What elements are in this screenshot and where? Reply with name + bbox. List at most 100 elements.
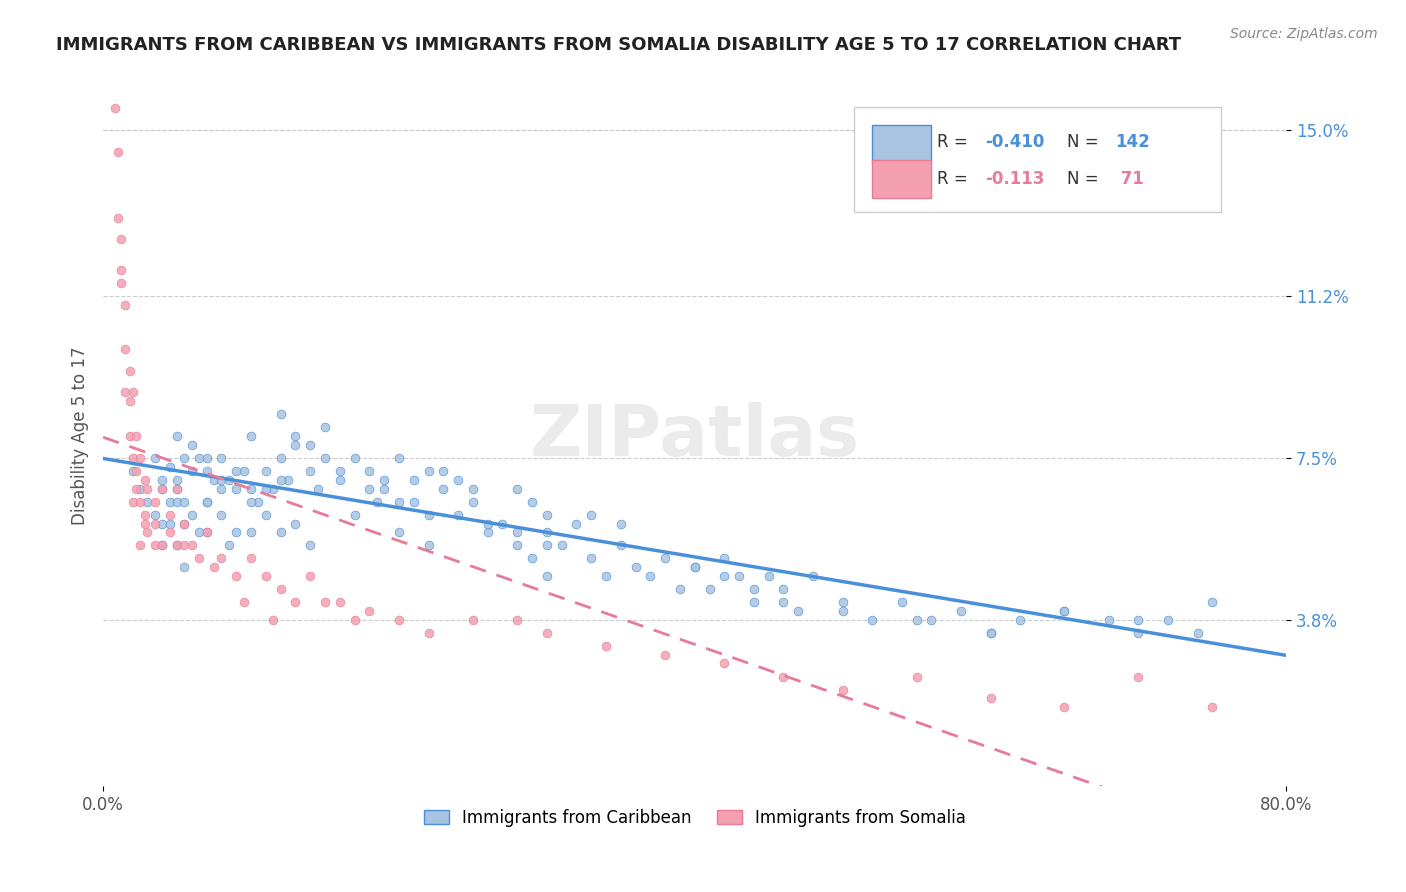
Point bbox=[477, 516, 499, 531]
Point bbox=[366, 494, 388, 508]
Point bbox=[432, 482, 454, 496]
Point bbox=[166, 494, 188, 508]
Point bbox=[418, 464, 440, 478]
Point bbox=[1201, 700, 1223, 714]
Point bbox=[218, 473, 240, 487]
Text: -0.410: -0.410 bbox=[984, 133, 1045, 152]
Point bbox=[188, 450, 211, 465]
Point bbox=[1128, 669, 1150, 683]
Point bbox=[188, 551, 211, 566]
Point bbox=[129, 450, 152, 465]
Point bbox=[143, 494, 166, 508]
Point bbox=[713, 657, 735, 671]
Point bbox=[240, 525, 263, 540]
Point bbox=[418, 538, 440, 552]
FancyBboxPatch shape bbox=[872, 160, 931, 198]
Point bbox=[136, 494, 159, 508]
Point bbox=[143, 538, 166, 552]
Point bbox=[624, 560, 647, 574]
Point bbox=[118, 363, 141, 377]
Text: R =: R = bbox=[938, 169, 973, 187]
Point bbox=[329, 595, 352, 609]
Point bbox=[579, 508, 602, 522]
Point bbox=[388, 525, 411, 540]
Text: Source: ZipAtlas.com: Source: ZipAtlas.com bbox=[1230, 27, 1378, 41]
Point bbox=[728, 569, 751, 583]
Point bbox=[1010, 613, 1032, 627]
Point bbox=[104, 57, 127, 71]
Point bbox=[550, 538, 572, 552]
Text: N =: N = bbox=[1067, 169, 1104, 187]
Point bbox=[173, 516, 195, 531]
Point bbox=[211, 551, 233, 566]
Point bbox=[150, 538, 173, 552]
Point bbox=[225, 482, 247, 496]
Point bbox=[683, 560, 706, 574]
Point bbox=[359, 464, 381, 478]
Point bbox=[100, 13, 122, 28]
Point bbox=[388, 494, 411, 508]
Point bbox=[159, 494, 181, 508]
Point bbox=[136, 525, 159, 540]
Point bbox=[314, 595, 336, 609]
Point bbox=[506, 613, 529, 627]
Point bbox=[110, 232, 132, 246]
Text: R =: R = bbox=[938, 133, 973, 152]
Point bbox=[173, 494, 195, 508]
Point bbox=[1128, 625, 1150, 640]
Point bbox=[418, 625, 440, 640]
Point bbox=[104, 101, 127, 115]
Point bbox=[461, 494, 484, 508]
Point bbox=[159, 508, 181, 522]
Point bbox=[124, 482, 146, 496]
Point bbox=[270, 450, 292, 465]
Point bbox=[343, 450, 366, 465]
Point bbox=[114, 342, 136, 356]
Point bbox=[713, 569, 735, 583]
Point bbox=[742, 582, 765, 596]
Point bbox=[195, 494, 218, 508]
Point bbox=[143, 516, 166, 531]
Point bbox=[402, 494, 425, 508]
Point bbox=[373, 482, 395, 496]
Point bbox=[388, 450, 411, 465]
Point bbox=[307, 482, 329, 496]
Point bbox=[1128, 613, 1150, 627]
Point bbox=[536, 538, 558, 552]
Point bbox=[610, 538, 633, 552]
Point bbox=[284, 595, 307, 609]
Text: ZIPatlas: ZIPatlas bbox=[530, 401, 860, 471]
Point bbox=[247, 494, 270, 508]
Point bbox=[284, 429, 307, 443]
Point bbox=[1187, 625, 1209, 640]
Point bbox=[477, 525, 499, 540]
Point bbox=[166, 482, 188, 496]
Point bbox=[491, 516, 513, 531]
Point bbox=[314, 420, 336, 434]
Point bbox=[890, 595, 912, 609]
Point bbox=[159, 525, 181, 540]
Point bbox=[134, 473, 156, 487]
Point bbox=[270, 473, 292, 487]
Point bbox=[713, 551, 735, 566]
Point bbox=[654, 551, 676, 566]
Point bbox=[595, 569, 617, 583]
Point bbox=[121, 494, 143, 508]
Point bbox=[343, 613, 366, 627]
Point bbox=[388, 613, 411, 627]
Point bbox=[418, 508, 440, 522]
Point bbox=[262, 482, 284, 496]
Point bbox=[270, 525, 292, 540]
Point bbox=[299, 538, 322, 552]
Point bbox=[110, 263, 132, 277]
Point bbox=[980, 625, 1002, 640]
Point bbox=[121, 450, 143, 465]
Point bbox=[1098, 613, 1121, 627]
Point bbox=[447, 508, 470, 522]
Point bbox=[359, 604, 381, 618]
Point bbox=[124, 464, 146, 478]
Point bbox=[1053, 604, 1076, 618]
Point bbox=[520, 551, 543, 566]
Point bbox=[166, 482, 188, 496]
Point bbox=[262, 613, 284, 627]
